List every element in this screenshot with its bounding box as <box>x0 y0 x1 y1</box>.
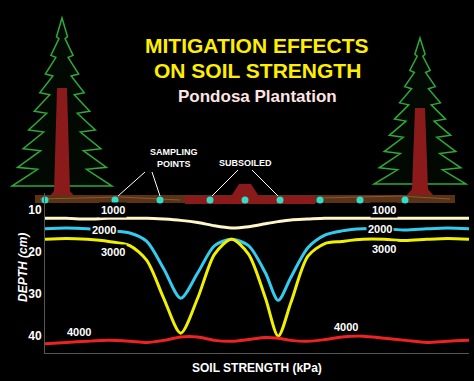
svg-text:2000: 2000 <box>92 224 116 236</box>
svg-text:1000: 1000 <box>372 204 396 216</box>
svg-text:MITIGATION EFFECTS: MITIGATION EFFECTS <box>145 34 369 57</box>
svg-text:3000: 3000 <box>372 243 396 255</box>
svg-text:3000: 3000 <box>101 246 125 258</box>
svg-text:40: 40 <box>28 329 42 343</box>
svg-text:ON SOIL STRENGTH: ON SOIL STRENGTH <box>154 59 361 82</box>
svg-text:2000: 2000 <box>368 223 392 235</box>
svg-text:SAMPLINGPOINTS: SAMPLINGPOINTS <box>150 147 198 169</box>
svg-text:SUBSOILED: SUBSOILED <box>219 158 272 168</box>
svg-text:Pondosa Plantation: Pondosa Plantation <box>178 87 337 106</box>
svg-text:30: 30 <box>28 287 42 301</box>
svg-text:4000: 4000 <box>67 326 91 338</box>
svg-text:SOIL STRENGTH (kPa): SOIL STRENGTH (kPa) <box>192 361 322 375</box>
svg-text:1000: 1000 <box>101 204 125 216</box>
svg-text:20: 20 <box>28 245 42 259</box>
svg-text:DEPTH (cm): DEPTH (cm) <box>16 233 30 302</box>
svg-text:4000: 4000 <box>334 321 358 333</box>
svg-text:10: 10 <box>28 203 42 217</box>
